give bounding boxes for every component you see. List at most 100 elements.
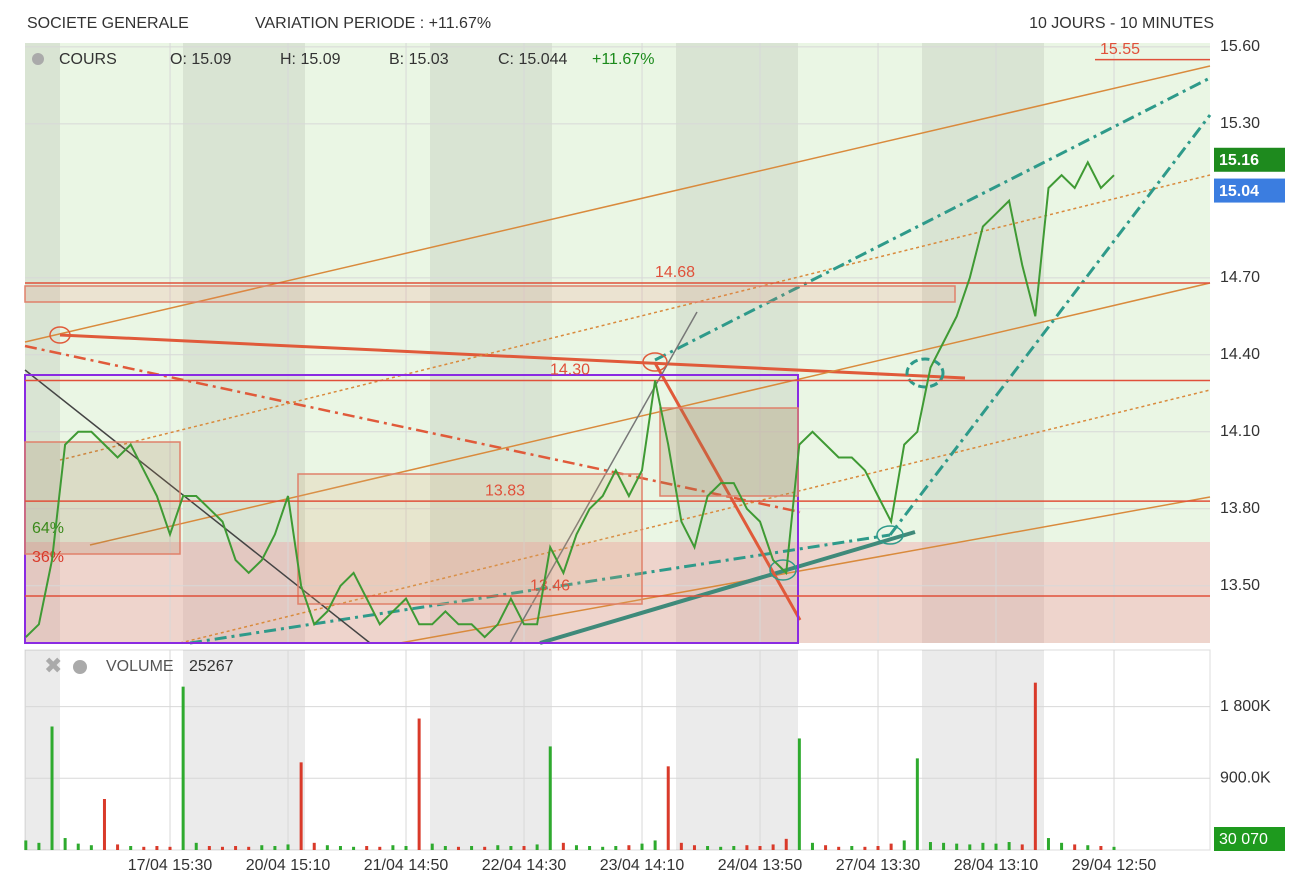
volume-bar — [666, 766, 670, 850]
volume-bar — [548, 746, 552, 850]
legend-high: H: 15.09 — [280, 51, 341, 68]
volume-bar — [1112, 846, 1116, 850]
y-tick-label: 1 800K — [1220, 698, 1271, 715]
legend-open: O: 15.09 — [170, 51, 231, 68]
x-tick-label: 21/04 14:50 — [364, 857, 449, 874]
legend-close: C: 15.044 — [498, 51, 567, 68]
volume-bar — [653, 840, 657, 850]
x-tick-label: 24/04 13:50 — [718, 857, 803, 874]
zone — [25, 542, 1210, 643]
volume-tag — [1214, 827, 1285, 851]
volume-bar — [942, 842, 946, 850]
legend-change: +11.67% — [592, 51, 654, 68]
y-tick-label: 15.30 — [1220, 115, 1260, 132]
volume-bar — [981, 842, 985, 850]
panel — [24, 649, 1211, 851]
volume-bar — [1086, 845, 1090, 850]
volume-bar — [745, 845, 749, 850]
volume-bar — [24, 840, 28, 850]
volume-bar — [1046, 838, 1050, 850]
zone-box — [297, 473, 643, 605]
x-tick-label: 27/04 13:30 — [836, 857, 921, 874]
volume-bar — [456, 846, 460, 850]
volume-bar — [810, 842, 814, 850]
marker — [876, 525, 904, 545]
volume-bar — [352, 846, 356, 850]
volume-bar — [509, 846, 513, 850]
annotation: 36% — [32, 549, 64, 566]
volume-bar — [784, 838, 788, 850]
volume-bar — [155, 846, 159, 850]
volume-bar — [1007, 842, 1011, 850]
volume-bar — [1060, 842, 1064, 850]
settings-icon[interactable] — [73, 660, 87, 674]
volume-bar — [928, 842, 932, 850]
volume-last: 25267 — [189, 658, 234, 675]
y-tick-label: 15.60 — [1220, 38, 1260, 55]
x-tick-label: 23/04 14:10 — [600, 857, 685, 874]
legend-low: B: 15.03 — [389, 51, 449, 68]
price-tag-label: 15.16 — [1219, 152, 1259, 169]
price-line — [25, 160, 1115, 639]
trend-line — [654, 76, 1211, 362]
marker — [49, 326, 71, 344]
drawings — [24, 58, 1212, 645]
volume-bar — [994, 843, 998, 850]
volume-bar — [76, 843, 80, 850]
x-tick-label: 20/04 15:10 — [246, 857, 331, 874]
y-tick-label: 13.50 — [1220, 577, 1260, 594]
y-tick-label: 14.40 — [1220, 346, 1260, 363]
trend-line — [399, 496, 1211, 644]
y-tick-label: 13.80 — [1220, 500, 1260, 517]
volume-bar — [496, 845, 500, 850]
zone-box — [24, 285, 956, 303]
volume-bar — [706, 846, 710, 850]
volume-bar — [522, 846, 526, 850]
volume-bar — [483, 846, 487, 850]
close-icon[interactable]: ✖ — [44, 653, 62, 678]
level-label: 15.55 — [1100, 41, 1140, 58]
volume-bar — [692, 845, 696, 850]
trend-line — [59, 333, 966, 380]
volume-bar — [968, 844, 972, 850]
volume-bar — [640, 843, 644, 850]
volume-bar — [50, 726, 54, 850]
volume-bar — [365, 846, 369, 850]
volume-bar — [889, 843, 893, 850]
volume-bar — [1099, 846, 1103, 850]
volume-bar — [37, 842, 41, 850]
settings-icon[interactable] — [32, 53, 44, 65]
session-band — [25, 650, 60, 850]
volume-bar — [915, 758, 919, 850]
level-label: 14.30 — [550, 362, 590, 379]
zone-box — [24, 441, 181, 555]
volume-bar — [535, 844, 539, 850]
volume-bar — [758, 846, 762, 850]
marker — [905, 357, 945, 389]
volume-bar — [719, 846, 723, 850]
volume-bar — [955, 843, 959, 850]
volume-bar — [378, 846, 382, 850]
price-tag — [1214, 178, 1285, 203]
volume-bar — [1033, 682, 1037, 850]
volume-bar — [299, 762, 303, 850]
volume-bar — [614, 846, 618, 850]
level-label: 14.68 — [655, 264, 695, 281]
volume-bar — [601, 846, 605, 850]
annotation: 64% — [32, 520, 64, 537]
volume-bar — [142, 846, 146, 850]
marker — [769, 559, 797, 581]
volume-bar — [220, 846, 224, 850]
volume-bar — [902, 840, 906, 850]
volume-bar — [771, 844, 775, 850]
session-band — [430, 43, 552, 643]
volume-bar — [863, 846, 867, 850]
volume-bar — [260, 845, 264, 850]
volume-bar — [247, 846, 251, 850]
volume-bar — [443, 846, 447, 850]
volume-bar — [850, 846, 854, 850]
volume-bar — [876, 846, 880, 850]
session-band — [922, 650, 1044, 850]
trend-line — [24, 369, 371, 644]
level-label: 13.46 — [530, 577, 570, 594]
